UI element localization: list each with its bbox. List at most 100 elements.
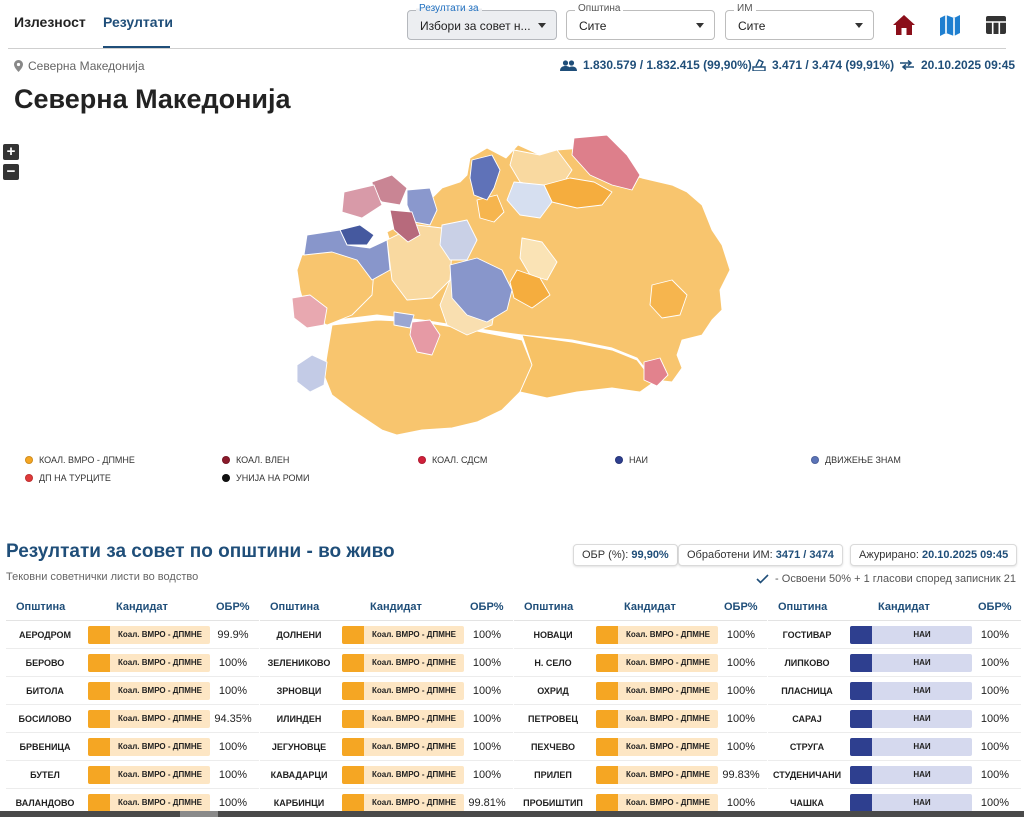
region-orange-1[interactable] [543,177,613,209]
table-row[interactable]: ЛИПКОВО НАИ 100% [768,649,1021,677]
municipality-name[interactable]: ГОСТИВАР [782,630,832,640]
table-row[interactable]: СТРУГА НАИ 100% [768,733,1021,761]
tab-turnout[interactable]: Излезност [14,14,86,30]
municipality-name[interactable]: БОСИЛОВО [18,714,72,724]
region-znam-3[interactable] [406,187,438,226]
table-row[interactable]: БЕРОВО Коал. ВМРО - ДПМНЕ 100% [6,649,259,677]
table-row[interactable]: БОСИЛОВО Коал. ВМРО - ДПМНЕ 94.35% [6,705,259,733]
region-sdsm-2[interactable] [643,357,669,387]
municipality-name[interactable]: ВАЛАНДОВО [15,798,75,808]
table-row[interactable]: ВАЛАНДОВО Коал. ВМРО - ДПМНЕ 100% [6,789,259,817]
table-row[interactable]: НОВАЦИ Коал. ВМРО - ДПМНЕ 100% [514,621,767,649]
table-row[interactable]: ЧАШКА НАИ 100% [768,789,1021,817]
region-light-4[interactable] [519,237,558,281]
table-row[interactable]: СТУДЕНИЧАНИ НАИ 100% [768,761,1021,789]
header-pct[interactable]: ОБР% [724,601,758,613]
municipality-name[interactable]: ПЕТРОВЕЦ [528,714,578,724]
scrollbar-thumb[interactable] [180,811,218,817]
municipality-name[interactable]: ПРИЛЕП [534,770,572,780]
region-turks[interactable] [291,294,328,329]
municipality-name[interactable]: ДОЛНЕНИ [276,630,322,640]
table-icon[interactable] [983,12,1009,38]
municipalities-map[interactable] [282,130,737,442]
table-row[interactable]: ИЛИНДЕН Коал. ВМРО - ДПМНЕ 100% [260,705,513,733]
table-row[interactable]: ГОСТИВАР НАИ 100% [768,621,1021,649]
region-vlen-3[interactable] [341,184,383,219]
municipality-name[interactable]: ЈЕГУНОВЦЕ [271,742,327,752]
region-sdsm-1[interactable] [571,134,641,191]
municipality-name[interactable]: ИЛИНДЕН [276,714,322,724]
map-icon[interactable] [937,12,963,38]
municipality-name[interactable]: КАРБИНЦИ [273,798,325,808]
region-southcentral[interactable] [519,334,655,399]
municipality-name[interactable]: ОХРИД [537,686,569,696]
table-row[interactable]: АЕРОДРОМ Коал. ВМРО - ДПМНЕ 99.9% [6,621,259,649]
header-candidate[interactable]: Кандидат [370,601,422,613]
table-row[interactable]: САРАЈ НАИ 100% [768,705,1021,733]
table-row[interactable]: Н. СЕЛО Коал. ВМРО - ДПМНЕ 100% [514,649,767,677]
region-znam-2[interactable] [303,229,391,281]
municipality-name[interactable]: ЗЕЛЕНИКОВО [267,658,331,668]
header-candidate[interactable]: Кандидат [624,601,676,613]
home-icon[interactable] [891,12,917,38]
municipality-name[interactable]: БУТЕЛ [30,770,60,780]
municipality-name[interactable]: БРВЕНИЦА [19,742,71,752]
header-municipality[interactable]: Општина [778,601,828,613]
table-row[interactable]: ПЕТРОВЕЦ Коал. ВМРО - ДПМНЕ 100% [514,705,767,733]
table-row[interactable]: ПЕХЧЕВО Коал. ВМРО - ДПМНЕ 100% [514,733,767,761]
municipality-name[interactable]: ПЕХЧЕВО [530,742,576,752]
municipality-name[interactable]: АЕРОДРОМ [18,630,72,640]
municipality-name[interactable]: НОВАЦИ [533,630,573,640]
municipality-name[interactable]: ПЛАСНИЦА [781,686,833,696]
region-lightblue-3[interactable] [439,219,478,261]
municipality-name[interactable]: СТРУГА [789,742,825,752]
municipality-name[interactable]: ЛИПКОВО [784,658,830,668]
table-row[interactable]: ПЛАСНИЦА НАИ 100% [768,677,1021,705]
region-sdsm-3[interactable] [409,319,441,356]
table-row[interactable]: ЗЕЛЕНИКОВО Коал. ВМРО - ДПМНЕ 100% [260,649,513,677]
table-row[interactable]: БРВЕНИЦА Коал. ВМРО - ДПМНЕ 100% [6,733,259,761]
tab-results[interactable]: Резултати [103,14,173,30]
region-lightblue-2[interactable] [296,354,328,393]
region-znam-4[interactable] [393,311,415,329]
region-vlen-2[interactable] [389,209,421,243]
region-lightblue-1[interactable] [506,181,553,219]
table-row[interactable]: ПРИЛЕП Коал. ВМРО - ДПМНЕ 99.83% [514,761,767,789]
region-orange-4[interactable] [476,194,505,223]
header-pct[interactable]: ОБР% [978,601,1012,613]
region-znam-1[interactable] [449,257,513,323]
table-row[interactable]: КАВАДАРЦИ Коал. ВМРО - ДПМНЕ 100% [260,761,513,789]
municipality-name[interactable]: БЕРОВО [25,658,65,668]
zoom-in-button[interactable]: + [3,144,19,160]
results-map[interactable] [282,130,737,442]
municipality-name[interactable]: ЧАШКА [790,798,824,808]
header-pct[interactable]: ОБР% [470,601,504,613]
header-municipality[interactable]: Општина [16,601,66,613]
municipality-name[interactable]: БИТОЛА [26,686,64,696]
header-candidate[interactable]: Кандидат [878,601,930,613]
header-municipality[interactable]: Општина [270,601,320,613]
table-row[interactable]: ЗРНОВЦИ Коал. ВМРО - ДПМНЕ 100% [260,677,513,705]
municipality-name[interactable]: СТУДЕНИЧАНИ [772,770,842,780]
table-row[interactable]: ДОЛНЕНИ Коал. ВМРО - ДПМНЕ 100% [260,621,513,649]
region-orange-3[interactable] [649,279,688,319]
table-row[interactable]: ЈЕГУНОВЦЕ Коал. ВМРО - ДПМНЕ 100% [260,733,513,761]
municipality-name[interactable]: САРАЈ [792,714,822,724]
results-for-select[interactable]: Резултати за Избори за совет н... [407,3,557,40]
table-row[interactable]: БИТОЛА Коал. ВМРО - ДПМНЕ 100% [6,677,259,705]
header-pct[interactable]: ОБР% [216,601,250,613]
polling-station-select[interactable]: ИМ Сите [725,3,874,40]
region-nai-1[interactable] [469,154,501,201]
table-row[interactable]: ОХРИД Коал. ВМРО - ДПМНЕ 100% [514,677,767,705]
municipality-name[interactable]: ЗРНОВЦИ [276,686,322,696]
municipality-select[interactable]: Општина Сите [566,3,715,40]
header-candidate[interactable]: Кандидат [116,601,168,613]
municipality-name[interactable]: Н. СЕЛО [534,658,572,668]
zoom-out-button[interactable]: − [3,164,19,180]
table-row[interactable]: БУТЕЛ Коал. ВМРО - ДПМНЕ 100% [6,761,259,789]
region-orange-2[interactable] [509,269,551,309]
municipality-name[interactable]: КАВАДАРЦИ [270,770,328,780]
horizontal-scrollbar[interactable] [0,811,1024,817]
municipality-name[interactable]: ПРОБИШТИП [523,798,583,808]
header-municipality[interactable]: Општина [524,601,574,613]
